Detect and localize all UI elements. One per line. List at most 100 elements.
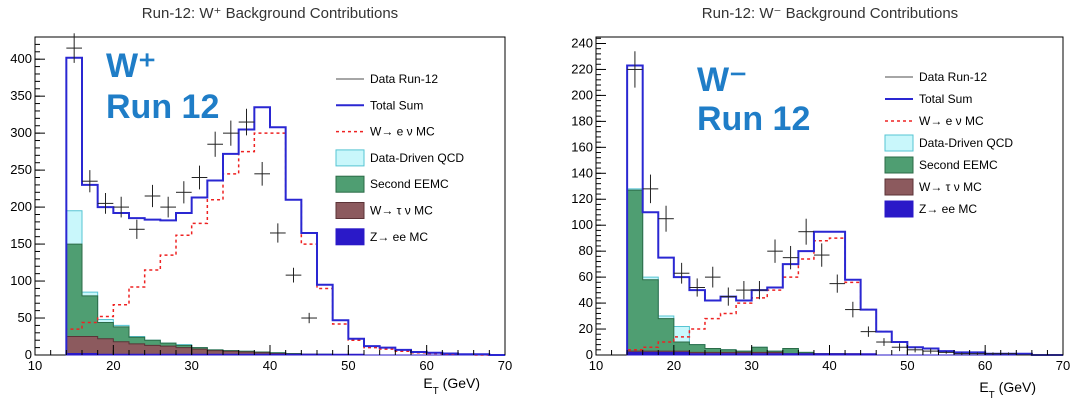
data-point: [627, 51, 643, 88]
legend-label: W→ e ν MC: [919, 114, 984, 128]
chart-panel-2: Run-12: W⁻ Background Contributions 10 20 3…: [571, 5, 1070, 401]
x-tick-label: 10: [28, 358, 42, 373]
legend-label: Second EEMC: [370, 177, 449, 191]
data-point: [891, 343, 908, 352]
data-point: [736, 281, 752, 300]
data-point: [97, 193, 114, 214]
legend-entry: Data-Driven QCD: [884, 134, 1013, 152]
y-tick-label: 60: [579, 269, 593, 284]
legend-entry: W→ τ ν MC: [335, 202, 433, 219]
y-tick-label: 100: [10, 273, 32, 288]
y-tick-label: 50: [18, 310, 32, 325]
data-point: [1000, 352, 1017, 355]
data-point: [176, 181, 192, 204]
line-w-enu-mc: [626, 237, 1063, 356]
legend-swatch: [335, 228, 365, 246]
x-tick-label: 50: [341, 358, 355, 373]
y-tick-label: 240: [571, 35, 593, 50]
legend-label: Data-Driven QCD: [919, 136, 1013, 150]
data-point: [829, 274, 846, 293]
legend: Data Run-12 Total Sum W→ e ν MC Data-Driven…: [335, 72, 464, 246]
x-tick-label: 70: [1056, 358, 1070, 373]
hist-second-eemc: [65, 243, 505, 356]
plot-frame: [595, 36, 1064, 356]
x-axis-label-unit: (GeV): [995, 379, 1036, 395]
y-tick-label: 300: [10, 125, 32, 140]
data-point: [845, 301, 861, 318]
y-tick-label: 80: [579, 243, 593, 258]
data-point: [82, 170, 98, 193]
data-point: [658, 205, 674, 232]
x-tick-label: 40: [263, 358, 277, 373]
y-tick-label: 180: [571, 113, 593, 128]
legend-swatch: [335, 149, 365, 167]
x-tick-label: 30: [184, 358, 198, 373]
y-tick-label: 100: [571, 217, 593, 232]
legend-entry: W→ e ν MC: [336, 125, 435, 139]
data-point: [160, 196, 176, 218]
data-point: [207, 131, 223, 157]
y-tick-label: 40: [579, 295, 593, 310]
annotation-channel: W⁻: [697, 61, 747, 99]
x-axis-label-subscript: T: [989, 390, 995, 401]
legend-swatch: [884, 156, 914, 174]
y-tick-label: 220: [571, 61, 593, 76]
data-point: [985, 352, 1001, 355]
legend-label: W→ τ ν MC: [370, 204, 433, 218]
data-point: [270, 223, 286, 243]
data-point: [876, 338, 892, 346]
x-axis-label: ET (GeV): [979, 379, 1036, 401]
legend-entry: Z→ ee MC: [335, 228, 428, 246]
data-point: [767, 239, 783, 263]
x-axis-label-subscript: T: [433, 386, 439, 397]
data-point: [113, 196, 129, 218]
chart-title: Run-12: W⁺ Background Contributions: [142, 5, 398, 22]
x-tick-label: 30: [744, 358, 758, 373]
legend-entry: W→ τ ν MC: [884, 178, 982, 196]
y-tick-label: 0: [586, 347, 593, 362]
annotation-channel: W⁺: [106, 47, 156, 85]
data-point: [907, 347, 923, 353]
hist-data-driven-qcd: [65, 210, 505, 356]
data-point: [223, 120, 239, 146]
y-tick-label: 200: [10, 199, 32, 214]
legend-label: W→ e ν MC: [370, 125, 435, 139]
data-point: [689, 278, 705, 297]
chart-panel-1: Run-12: W⁺ Background Contributions 10 20 3…: [10, 5, 512, 397]
data-point: [642, 174, 659, 204]
legend-label: Data-Driven QCD: [370, 151, 464, 165]
y-tick-label: 120: [571, 191, 593, 206]
data-point: [285, 267, 302, 283]
data-point: [191, 165, 208, 190]
legend: Data Run-12 Total Sum W→ e ν MC Data-Driven…: [884, 70, 1013, 218]
legend-entry: Total Sum: [336, 98, 423, 112]
x-tick-label: 60: [419, 358, 433, 373]
legend-label: Second EEMC: [919, 158, 998, 172]
data-point: [704, 266, 721, 288]
legend-entry: Z→ ee MC: [884, 200, 977, 218]
legend-entry: Data-Driven QCD: [335, 149, 464, 167]
data-point: [66, 33, 82, 63]
x-tick-label: 20: [667, 358, 681, 373]
data-point: [782, 245, 799, 270]
legend-entry: Data Run-12: [885, 70, 987, 84]
legend-swatch: [884, 200, 914, 218]
data-point: [673, 262, 690, 284]
legend-swatch: [335, 202, 365, 219]
legend-label: Total Sum: [370, 98, 423, 112]
x-tick-label: 10: [589, 358, 603, 373]
data-point: [938, 351, 955, 354]
data-point: [238, 108, 255, 136]
x-axis-label-unit: (GeV): [439, 375, 480, 391]
legend-entry: Data Run-12: [336, 72, 438, 86]
legend-label: Z→ ee MC: [919, 202, 977, 216]
data-point: [798, 218, 814, 245]
line-total-sum: [626, 64, 1063, 356]
y-tick-label: 150: [10, 236, 32, 251]
y-tick-label: 350: [10, 88, 32, 103]
x-tick-label: 70: [498, 358, 512, 373]
legend-label: Total Sum: [919, 92, 972, 106]
y-tick-label: 400: [10, 51, 32, 66]
